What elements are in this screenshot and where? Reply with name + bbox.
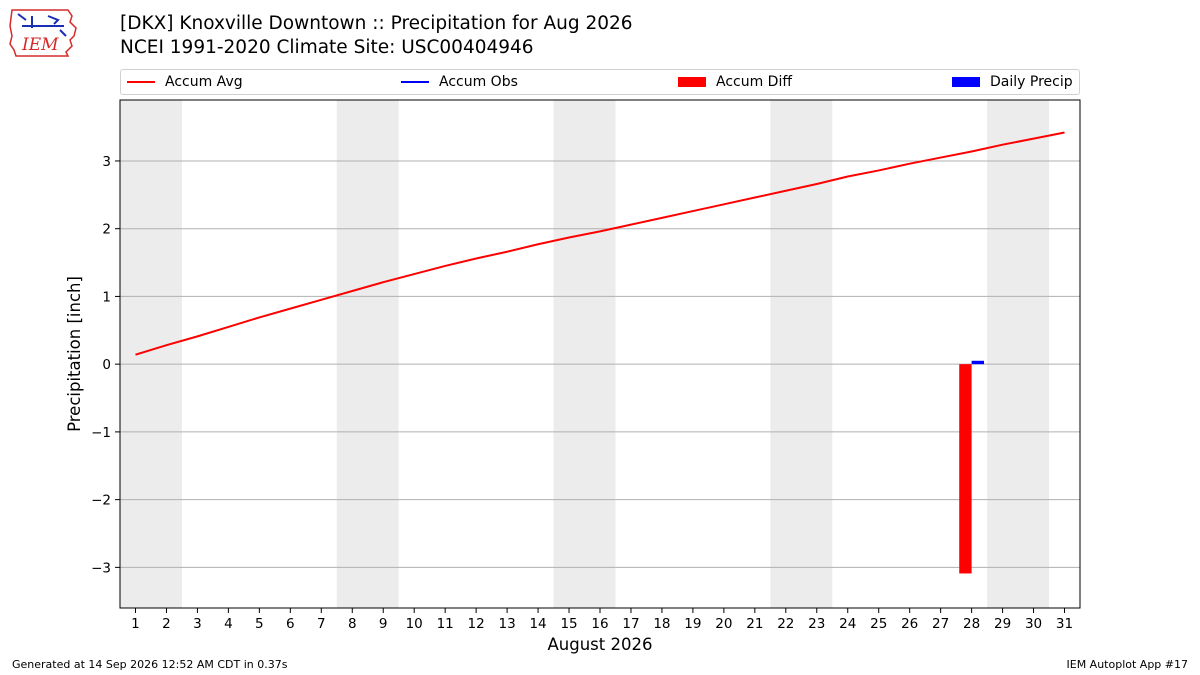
x-tick-label: 23 [808,616,825,632]
x-tick-label: 31 [1056,616,1073,632]
x-tick-label: 25 [870,616,887,632]
x-tick-label: 27 [932,616,949,632]
bar-accum-diff [959,364,972,574]
bar-daily-precip [971,360,984,365]
x-tick-label: 26 [901,616,918,632]
footer-app-id: IEM Autoplot App #17 [1066,658,1189,671]
x-tick-label: 5 [255,616,264,632]
legend-item-daily-precip: Daily Precip [952,70,1073,94]
x-tick-label: 15 [560,616,577,632]
x-tick-label: 14 [529,616,546,632]
x-tick-label: 4 [224,616,233,632]
iowa-outline-icon [9,9,77,57]
weather-station-icon [17,13,67,37]
legend-item-accum-obs: Accum Obs [401,70,518,94]
weekend-band-5 [987,100,1050,608]
legend-label-accum-diff: Accum Diff [716,74,793,90]
weekend-band-1 [120,100,182,608]
legend-swatch-accum-obs [401,81,429,83]
y-tick-label: −1 [91,425,111,441]
x-tick-label: 7 [317,616,326,632]
legend-item-accum-avg: Accum Avg [127,70,243,94]
y-tick-label: 0 [102,357,111,373]
x-tick-label: 13 [499,616,516,632]
legend-label-accum-obs: Accum Obs [439,74,518,90]
line-accum-avg [135,131,1065,356]
legend: Accum Avg Accum Obs Accum Diff Daily Pre… [120,69,1080,95]
x-tick-label: 22 [777,616,794,632]
x-tick-label: 2 [162,616,171,632]
x-tick-label: 19 [684,616,701,632]
legend-item-accum-diff: Accum Diff [678,70,792,94]
x-tick-label: 3 [193,616,202,632]
x-tick-label: 11 [437,616,454,632]
weekend-band-2 [336,100,399,608]
x-tick-label: 16 [591,616,608,632]
x-tick-label: 6 [286,616,295,632]
legend-label-daily-precip: Daily Precip [990,74,1073,90]
x-tick-label: 10 [406,616,423,632]
x-tick-label: 28 [963,616,980,632]
x-tick-label: 9 [379,616,388,632]
x-tick-label: 8 [348,616,357,632]
logo-text: IEM [21,35,59,55]
x-tick-label: 24 [839,616,856,632]
x-tick-label: 1 [131,616,140,632]
y-axis-label: Precipitation [inch] [65,276,84,432]
x-tick-label: 17 [622,616,639,632]
legend-swatch-accum-diff [678,77,706,87]
x-tick-label: 21 [746,616,763,632]
footer-generated: Generated at 14 Sep 2026 12:52 AM CDT in… [12,658,288,671]
x-tick-label: 18 [653,616,670,632]
legend-swatch-accum-avg [127,81,155,83]
y-tick-label: 1 [102,289,111,305]
chart-title: [DKX] Knoxville Downtown :: Precipitatio… [120,13,633,34]
x-tick-label: 30 [1025,616,1042,632]
chart-subtitle: NCEI 1991-2020 Climate Site: USC00404946 [120,37,534,58]
legend-swatch-daily-precip [952,77,980,87]
weekend-band-4 [770,100,833,608]
x-axis-label: August 2026 [548,635,653,654]
x-tick-label: 29 [994,616,1011,632]
y-tick-label: 2 [102,222,111,238]
y-tick-label: −3 [91,560,111,576]
y-tick-label: 3 [102,154,111,170]
legend-label-accum-avg: Accum Avg [165,74,243,90]
iem-logo: IEM [9,9,77,57]
weekend-band-3 [553,100,616,608]
x-tick-label: 20 [715,616,732,632]
x-tick-label: 12 [468,616,485,632]
y-tick-label: −2 [91,493,111,509]
